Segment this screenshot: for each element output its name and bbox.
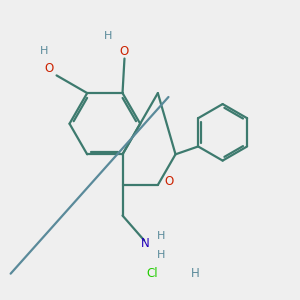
Text: H: H bbox=[156, 231, 165, 242]
Text: N: N bbox=[140, 237, 149, 250]
Text: Cl: Cl bbox=[146, 267, 158, 280]
Text: H: H bbox=[191, 267, 200, 280]
Text: H: H bbox=[156, 250, 165, 260]
Text: O: O bbox=[120, 45, 129, 58]
Text: O: O bbox=[45, 62, 54, 75]
Text: H: H bbox=[40, 46, 48, 56]
Text: O: O bbox=[164, 175, 173, 188]
Text: H: H bbox=[104, 31, 112, 41]
